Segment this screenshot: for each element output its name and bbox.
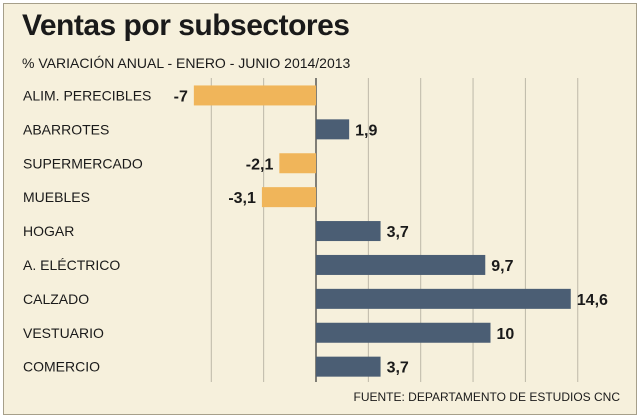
chart-title: Ventas por subsectores [22,9,350,42]
value-label: 9,7 [491,258,513,275]
value-label: 14,6 [577,292,608,309]
category-label: A. ELÉCTRICO [23,257,120,273]
category-label: ABARROTES [23,121,109,137]
bars [193,85,571,377]
category-label: MUEBLES [23,189,90,205]
value-label: 1,9 [355,122,377,139]
value-label: 10 [497,326,515,343]
value-label: -2,1 [246,156,274,173]
bar [316,288,571,309]
category-label: COMERCIO [23,359,100,375]
value-label: -3,1 [228,190,256,207]
bar [261,187,316,208]
chart-frame [3,3,637,415]
bar [316,221,381,242]
chart-source: FUENTE: DEPARTAMENTO DE ESTUDIOS CNC [353,390,620,404]
chart-subtitle: % VARIACIÓN ANUAL - ENERO - JUNIO 2014/2… [22,55,351,71]
bar [279,153,316,174]
bar [316,254,486,275]
category-label: ALIM. PERECIBLES [23,87,151,103]
labels: ALIM. PERECIBLES -7 ABARROTES 1,9 SUPERMERCA… [23,87,608,376]
category-label: CALZADO [23,291,89,307]
bar [316,356,381,377]
value-label: -7 [174,88,188,105]
category-label: VESTUARIO [23,325,104,341]
bar [316,322,491,343]
value-label: 3,7 [387,360,409,377]
value-label: 3,7 [387,224,409,241]
category-label: HOGAR [23,223,74,239]
bar [193,85,316,106]
category-label: SUPERMERCADO [23,155,143,171]
bar [316,119,350,140]
